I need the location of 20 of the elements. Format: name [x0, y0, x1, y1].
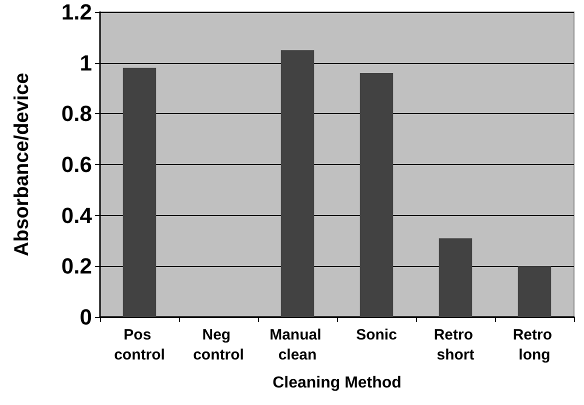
x-tick-label: Sonic — [356, 326, 397, 344]
y-tick-label: 0.4 — [61, 202, 93, 228]
x-axis-title: Cleaning Method — [272, 374, 402, 392]
x-tick-label: Manual clean — [270, 326, 326, 364]
y-tick-label: 1.2 — [61, 0, 92, 24]
x-tick-label: Retro long — [512, 326, 556, 364]
bar — [438, 238, 472, 317]
bar — [122, 68, 156, 317]
y-tick-label: 1 — [80, 50, 92, 76]
y-tick-label: 0.6 — [61, 152, 92, 177]
y-tick-label: 0.8 — [61, 101, 92, 126]
x-tick-label: Pos control — [114, 326, 165, 364]
y-tick-label: 0.2 — [61, 254, 92, 279]
bar — [518, 266, 552, 317]
bar — [280, 50, 314, 317]
x-tick-label: Neg control — [193, 326, 244, 364]
y-tick-label: 0 — [80, 304, 92, 330]
bar — [360, 73, 394, 317]
y-axis-title: Absorbance/device — [11, 72, 33, 256]
x-tick-label: Retro short — [434, 326, 478, 364]
